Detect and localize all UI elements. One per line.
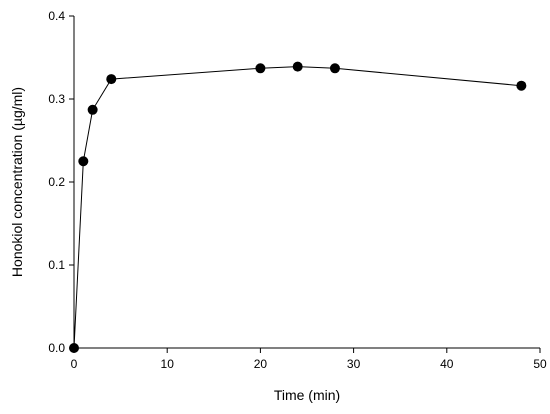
series-line	[73, 66, 522, 349]
series-layer	[69, 61, 527, 353]
data-point	[78, 156, 89, 167]
axes	[73, 16, 540, 349]
y-tick-label: 0.1	[48, 258, 65, 272]
data-point	[106, 74, 117, 85]
y-tick-label: 0.2	[48, 175, 65, 189]
y-axis-ticks: 0.0 0.1 0.2 0.3 0.4	[48, 9, 74, 355]
data-point	[329, 63, 340, 74]
x-tick-label: 0	[71, 357, 78, 371]
x-axis-title: Time (min)	[274, 387, 340, 403]
x-tick-label: 10	[161, 357, 175, 371]
y-tick-label: 0.0	[48, 341, 65, 355]
y-axis-title: Honokiol concentration (µg/ml)	[9, 87, 25, 277]
data-point	[69, 343, 79, 353]
x-tick-label: 40	[440, 357, 454, 371]
data-point	[516, 80, 527, 91]
y-tick-label: 0.4	[48, 9, 65, 23]
data-point	[255, 63, 266, 74]
x-axis-ticks: 0 10 20 30 40 50	[71, 348, 547, 371]
data-point	[292, 61, 303, 72]
x-tick-label: 20	[254, 357, 268, 371]
x-tick-label: 50	[533, 357, 547, 371]
x-tick-label: 30	[347, 357, 361, 371]
y-tick-label: 0.3	[48, 92, 65, 106]
data-point	[87, 104, 98, 115]
